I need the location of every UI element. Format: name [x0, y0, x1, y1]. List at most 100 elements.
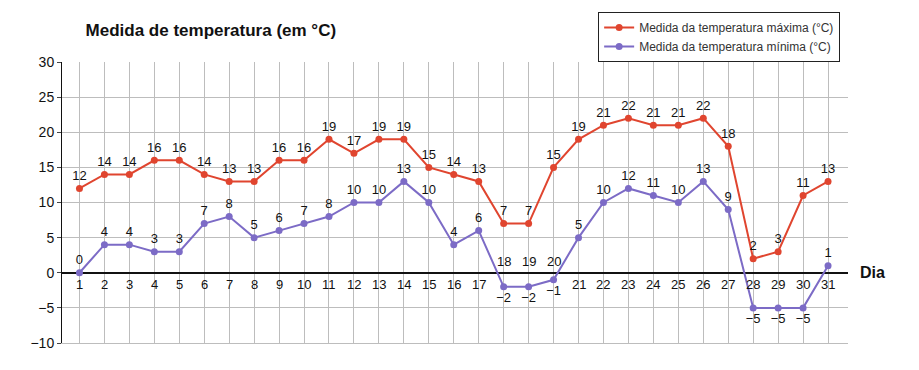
- svg-text:17: 17: [347, 133, 361, 148]
- svg-text:30: 30: [796, 277, 810, 292]
- svg-text:1: 1: [76, 277, 83, 292]
- svg-text:19: 19: [571, 119, 585, 134]
- svg-text:12: 12: [347, 277, 361, 292]
- svg-text:13: 13: [222, 161, 236, 176]
- svg-text:16: 16: [172, 140, 186, 155]
- svg-text:3: 3: [126, 277, 133, 292]
- svg-text:7: 7: [226, 277, 233, 292]
- svg-text:22: 22: [596, 277, 610, 292]
- svg-text:12: 12: [621, 168, 635, 183]
- svg-text:10: 10: [347, 182, 361, 197]
- svg-text:13: 13: [247, 161, 261, 176]
- svg-text:22: 22: [621, 98, 635, 113]
- svg-text:4: 4: [151, 277, 158, 292]
- svg-text:3: 3: [775, 231, 782, 246]
- svg-text:21: 21: [596, 105, 610, 120]
- svg-text:16: 16: [447, 277, 461, 292]
- svg-text:15: 15: [422, 147, 436, 162]
- svg-text:25: 25: [39, 89, 55, 105]
- svg-text:13: 13: [821, 161, 835, 176]
- svg-text:5: 5: [575, 217, 582, 232]
- svg-text:20: 20: [547, 254, 561, 269]
- svg-text:−5: −5: [771, 311, 786, 326]
- svg-text:Dia: Dia: [860, 264, 885, 281]
- svg-text:13: 13: [372, 277, 386, 292]
- svg-text:0: 0: [46, 265, 54, 281]
- svg-text:19: 19: [372, 119, 386, 134]
- svg-text:3: 3: [176, 231, 183, 246]
- svg-text:Medida da temperatura máxima (: Medida da temperatura máxima (°C): [639, 21, 833, 35]
- svg-text:10: 10: [297, 277, 311, 292]
- svg-text:5: 5: [251, 217, 258, 232]
- svg-text:17: 17: [472, 277, 486, 292]
- svg-text:4: 4: [101, 224, 108, 239]
- svg-text:4: 4: [126, 224, 133, 239]
- svg-text:16: 16: [297, 140, 311, 155]
- svg-text:−5: −5: [38, 300, 54, 316]
- svg-text:2: 2: [750, 238, 757, 253]
- svg-text:28: 28: [746, 277, 760, 292]
- svg-text:14: 14: [97, 154, 111, 169]
- svg-text:−2: −2: [521, 290, 536, 305]
- svg-text:23: 23: [621, 277, 635, 292]
- svg-text:−5: −5: [796, 311, 811, 326]
- svg-text:11: 11: [322, 277, 336, 292]
- svg-text:26: 26: [696, 277, 710, 292]
- svg-text:6: 6: [201, 277, 208, 292]
- svg-text:24: 24: [646, 277, 660, 292]
- svg-text:−2: −2: [496, 290, 511, 305]
- svg-text:10: 10: [39, 194, 55, 210]
- svg-text:7: 7: [525, 203, 532, 218]
- svg-text:5: 5: [176, 277, 183, 292]
- svg-text:1: 1: [824, 245, 831, 260]
- svg-text:8: 8: [226, 196, 233, 211]
- svg-text:10: 10: [671, 182, 685, 197]
- svg-text:18: 18: [497, 254, 511, 269]
- svg-text:Medida de temperatura (em °C): Medida de temperatura (em °C): [86, 21, 337, 40]
- svg-text:9: 9: [276, 277, 283, 292]
- svg-text:15: 15: [546, 147, 560, 162]
- svg-text:15: 15: [39, 159, 55, 175]
- svg-text:8: 8: [251, 277, 258, 292]
- svg-text:9: 9: [725, 189, 732, 204]
- svg-text:10: 10: [372, 182, 386, 197]
- svg-text:27: 27: [721, 277, 735, 292]
- svg-text:14: 14: [447, 154, 461, 169]
- svg-text:21: 21: [671, 105, 685, 120]
- svg-text:25: 25: [671, 277, 685, 292]
- svg-text:Medida da temperatura mínima (: Medida da temperatura mínima (°C): [639, 40, 831, 54]
- svg-text:3: 3: [151, 231, 158, 246]
- svg-text:0: 0: [76, 252, 83, 267]
- svg-text:−1: −1: [546, 283, 561, 298]
- svg-text:5: 5: [46, 230, 54, 246]
- svg-text:14: 14: [122, 154, 136, 169]
- svg-text:30: 30: [39, 54, 55, 70]
- svg-text:2: 2: [101, 277, 108, 292]
- svg-text:7: 7: [500, 203, 507, 218]
- svg-text:31: 31: [821, 277, 835, 292]
- svg-text:−5: −5: [746, 311, 761, 326]
- svg-text:6: 6: [275, 210, 282, 225]
- svg-text:16: 16: [272, 140, 286, 155]
- svg-text:18: 18: [721, 126, 735, 141]
- svg-text:21: 21: [572, 277, 586, 292]
- svg-text:14: 14: [197, 154, 211, 169]
- svg-text:16: 16: [147, 140, 161, 155]
- svg-text:11: 11: [796, 175, 810, 190]
- svg-text:6: 6: [475, 210, 482, 225]
- svg-text:8: 8: [325, 196, 332, 211]
- svg-text:10: 10: [422, 182, 436, 197]
- svg-text:15: 15: [422, 277, 436, 292]
- svg-text:20: 20: [39, 124, 55, 140]
- svg-text:29: 29: [771, 277, 785, 292]
- svg-text:22: 22: [696, 98, 710, 113]
- svg-text:21: 21: [646, 105, 660, 120]
- svg-text:14: 14: [397, 277, 411, 292]
- svg-text:10: 10: [596, 182, 610, 197]
- svg-text:13: 13: [397, 161, 411, 176]
- svg-text:19: 19: [397, 119, 411, 134]
- svg-text:7: 7: [300, 203, 307, 218]
- svg-text:13: 13: [471, 161, 485, 176]
- svg-text:13: 13: [696, 161, 710, 176]
- svg-text:12: 12: [72, 168, 86, 183]
